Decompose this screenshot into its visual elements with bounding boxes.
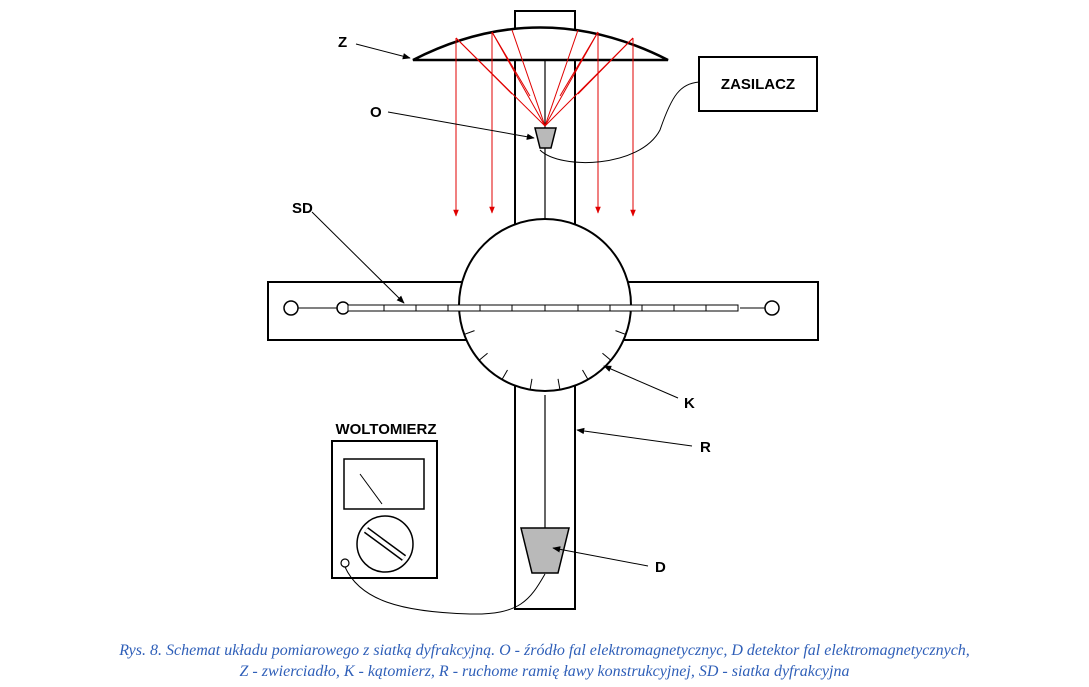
detector-d	[520, 527, 570, 574]
label-z: Z	[338, 34, 347, 51]
diffraction-grating-sd	[347, 304, 739, 312]
figure-caption: Rys. 8. Schemat układu pomiarowego z sia…	[0, 640, 1089, 682]
goniometer-tick	[615, 330, 626, 335]
caption-line-2: Z - zwierciadło, K - kątomierz, R - ruch…	[239, 663, 850, 680]
source-o	[534, 127, 557, 149]
ray-lines	[453, 29, 636, 217]
voltmeter: WOLTOMIERZ	[331, 421, 438, 579]
power-supply-box: ZASILACZ	[698, 56, 818, 112]
goniometer-tick	[529, 378, 533, 390]
leader-lines	[311, 43, 693, 567]
mirror-z	[412, 26, 669, 62]
label-k: K	[684, 395, 695, 412]
label-sd: SD	[292, 200, 313, 217]
label-r: R	[700, 439, 711, 456]
goniometer-tick	[464, 330, 475, 335]
label-d: D	[655, 559, 666, 576]
label-o: O	[370, 104, 382, 121]
goniometer-tick	[602, 352, 612, 361]
goniometer-tick	[478, 352, 488, 361]
power-cable	[539, 81, 700, 164]
goniometer-tick	[557, 378, 561, 390]
caption-line-1: Rys. 8. Schemat układu pomiarowego z sia…	[119, 642, 970, 659]
goniometer-tick	[501, 369, 508, 380]
goniometer-tick	[582, 369, 589, 380]
diffraction-setup-diagram: ZASILACZ WOLTOMIERZ Z O SD K R D	[267, 10, 819, 615]
voltmeter-cable	[344, 566, 546, 615]
zasilacz-label: ZASILACZ	[721, 76, 795, 93]
woltomierz-label: WOLTOMIERZ	[335, 421, 436, 438]
